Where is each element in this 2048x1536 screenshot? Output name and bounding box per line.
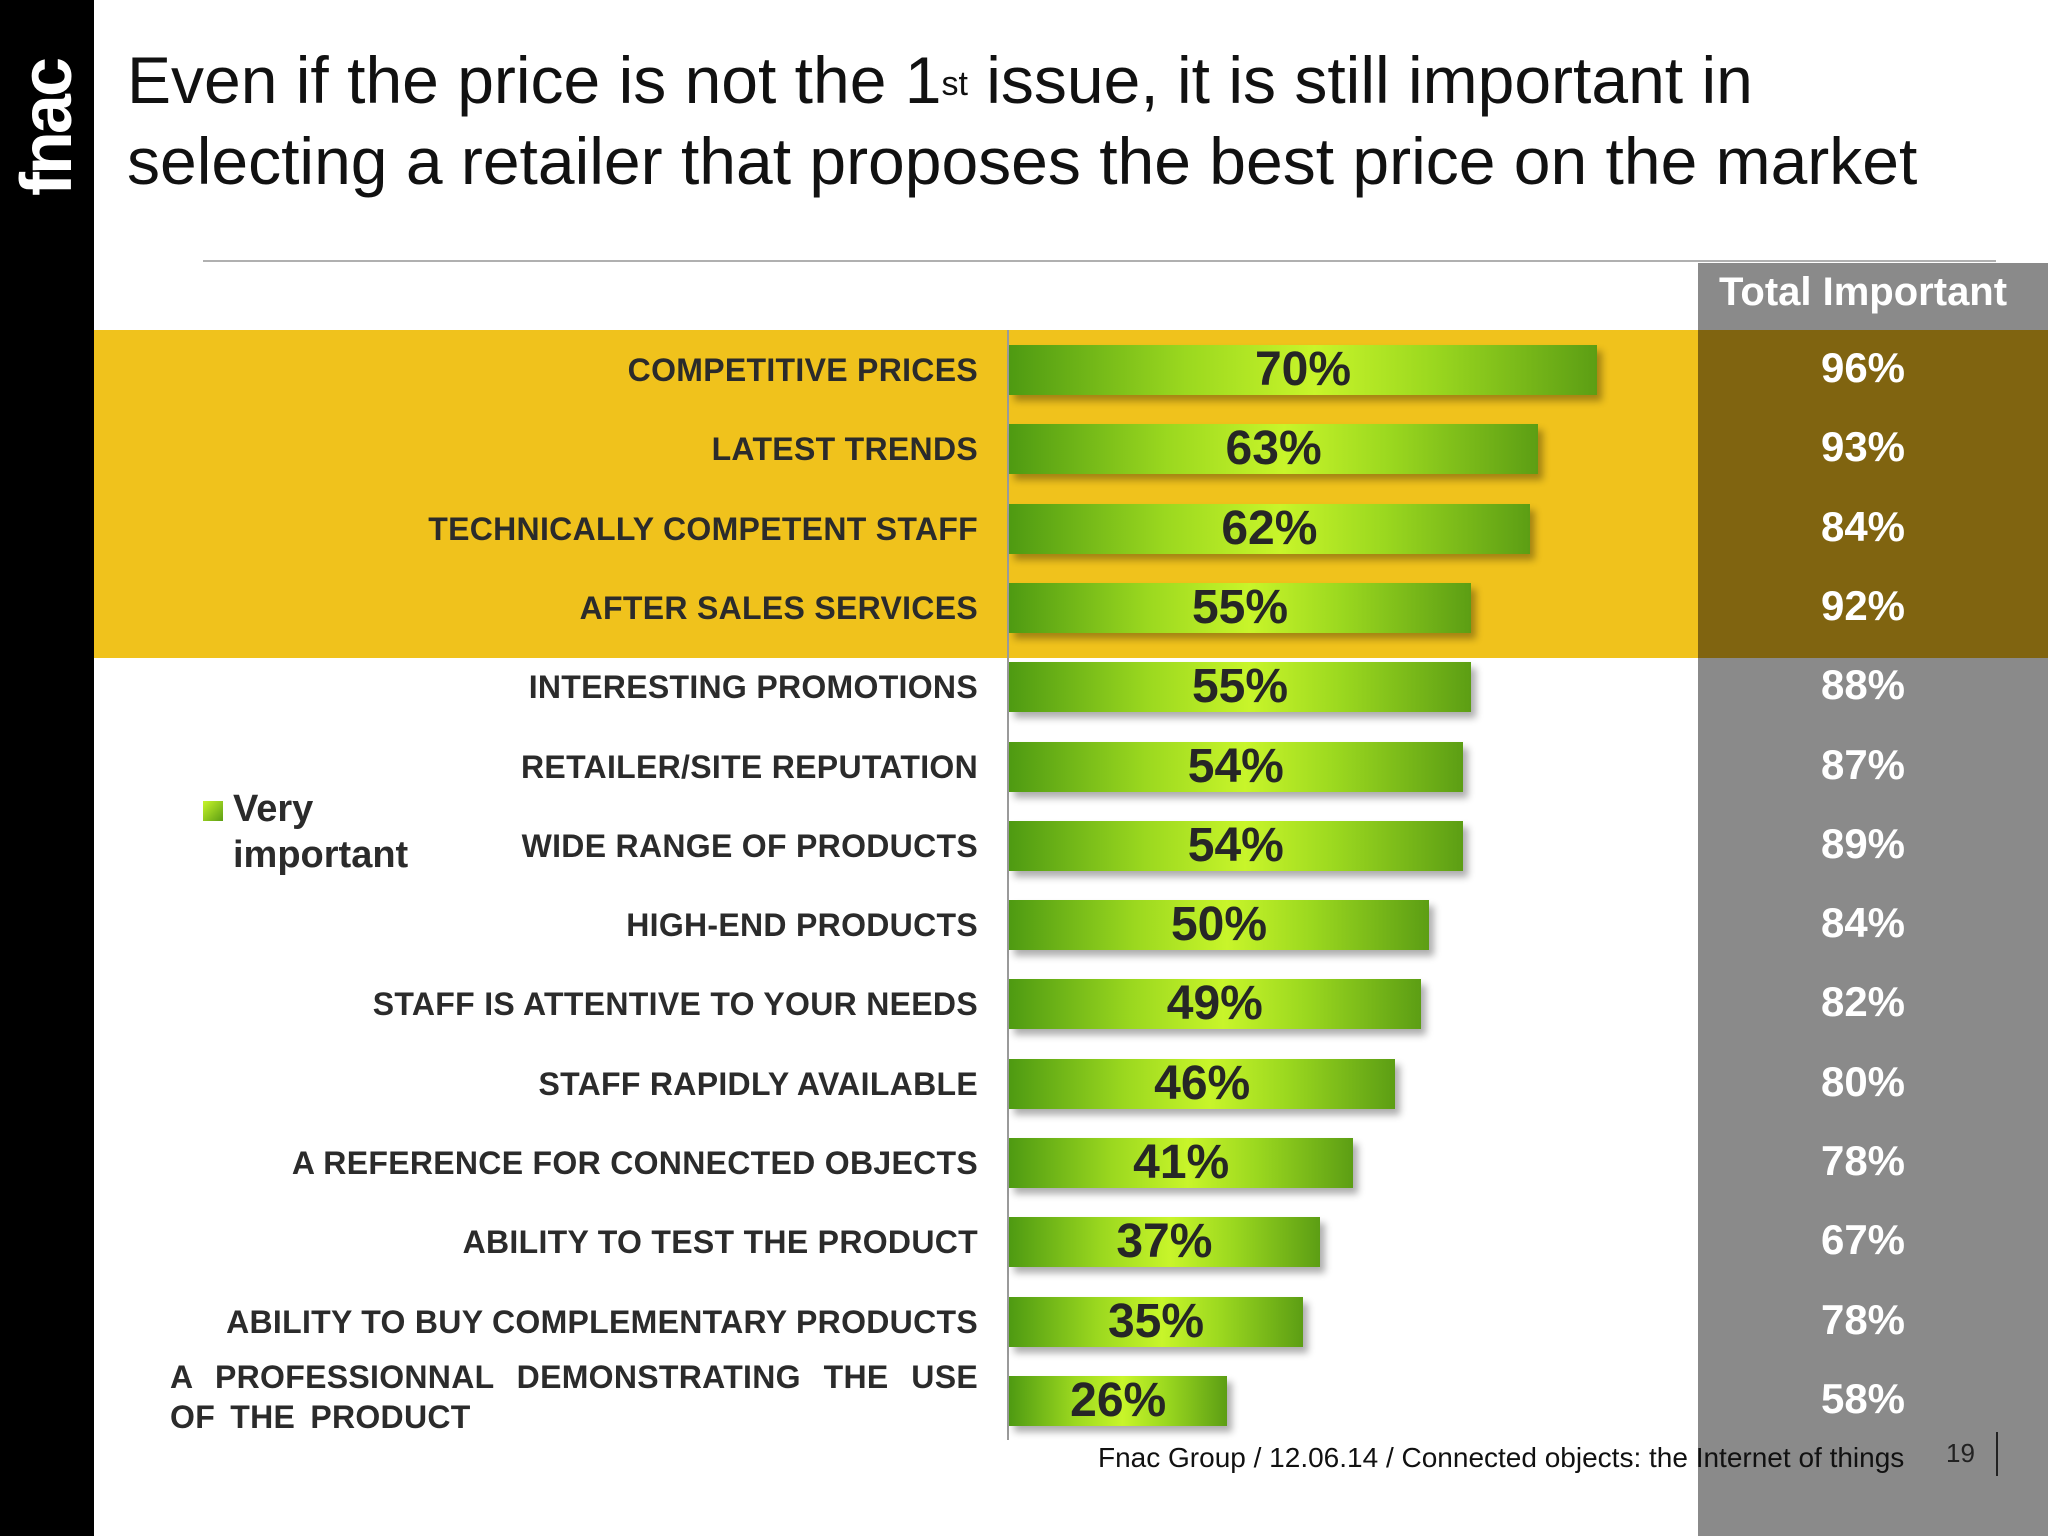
bar-value-label: 35% [1107, 1294, 1205, 1348]
legend-swatch [203, 801, 223, 821]
category-label: INTERESTING PROMOTIONS [528, 669, 978, 706]
bar-value-label: 26% [1070, 1373, 1167, 1427]
bar: 55% [1009, 660, 1471, 714]
bar-value-label: 54% [1187, 739, 1284, 793]
bar: 46% [1009, 1056, 1396, 1110]
title-superscript: st [941, 65, 968, 103]
bar: 62% [1009, 501, 1530, 555]
bar-value-label: 54% [1187, 818, 1284, 872]
category-label: LATEST TRENDS [711, 431, 978, 468]
total-important-value: 58% [1820, 1374, 1906, 1422]
total-important-value: 89% [1820, 819, 1906, 867]
category-label: HIGH-END PRODUCTS [626, 907, 978, 944]
page-title: Even if the price is not the 1st issue, … [127, 40, 2007, 202]
category-label: ABILITY TO BUY COMPLEMENTARY PRODUCTS [226, 1303, 978, 1340]
bar-value-label: 46% [1154, 1056, 1251, 1110]
bar-value-label: 49% [1166, 977, 1263, 1031]
total-important-value: 82% [1820, 978, 1906, 1026]
total-important-value: 93% [1820, 423, 1906, 471]
fnac-logo: fnac [7, 59, 87, 197]
bar-value-label: 70% [1254, 343, 1352, 396]
total-important-value: 88% [1820, 661, 1906, 709]
category-label: STAFF IS ATTENTIVE TO YOUR NEEDS [372, 986, 978, 1023]
category-label: ABILITY TO TEST THE PRODUCT [462, 1224, 978, 1261]
total-important-value: 96% [1820, 344, 1906, 391]
legend-label: Very important [233, 788, 409, 876]
category-label: AFTER SALES SERVICES [579, 589, 978, 626]
bar: 41% [1009, 1136, 1354, 1189]
bar: 55% [1009, 580, 1471, 634]
chart-axis-line [1007, 330, 1009, 1440]
category-label: WIDE RANGE OF PRODUCTS [521, 827, 978, 864]
total-important-value: 84% [1820, 899, 1906, 947]
category-label: COMPETITIVE PRICES [627, 352, 978, 388]
bar: 37% [1009, 1215, 1320, 1269]
bar: 63% [1009, 422, 1539, 476]
bar: 35% [1009, 1294, 1303, 1348]
bar: 70% [1009, 343, 1597, 396]
category-label: A PROFESSIONNAL DEMONSTRATING THE USE OF… [170, 1358, 978, 1435]
total-important-highlight [1698, 330, 2048, 658]
bar: 49% [1009, 977, 1421, 1031]
bar-value-label: 62% [1221, 501, 1318, 555]
category-label: TECHNICALLY COMPETENT STAFF [428, 510, 978, 547]
total-important-value: 84% [1820, 502, 1906, 550]
bar-value-label: 37% [1116, 1215, 1213, 1269]
bar: 50% [1009, 898, 1429, 952]
total-important-value: 92% [1820, 581, 1906, 629]
category-label: STAFF RAPIDLY AVAILABLE [538, 1065, 978, 1102]
total-important-value: 67% [1820, 1216, 1906, 1264]
title-part-1: Even if the price is not the 1 [127, 43, 942, 117]
bar-value-label: 55% [1191, 580, 1289, 634]
bar-value-label: 63% [1225, 422, 1322, 476]
total-important-value: 80% [1820, 1057, 1906, 1105]
bar-value-label: 41% [1133, 1136, 1230, 1189]
category-label: RETAILER/SITE REPUTATION [521, 748, 978, 785]
page-number: 19 [1946, 1438, 1975, 1468]
category-label: A REFERENCE FOR CONNECTED OBJECTS [291, 1145, 978, 1181]
total-important-header: Total Important [1718, 270, 2008, 314]
footer-text: Fnac Group / 12.06.14 / Connected object… [1098, 1442, 1905, 1473]
total-important-value: 78% [1820, 1295, 1906, 1343]
total-important-value: 78% [1820, 1137, 1906, 1184]
title-divider [203, 260, 1996, 262]
bar: 26% [1009, 1373, 1228, 1427]
sidebar: fnac [0, 0, 94, 1536]
bar: 54% [1009, 739, 1463, 793]
bar-value-label: 55% [1191, 660, 1289, 714]
bar-value-label: 50% [1170, 898, 1268, 952]
total-important-value: 87% [1820, 740, 1906, 788]
page-number-divider [1996, 1432, 1998, 1476]
bar: 54% [1009, 818, 1463, 872]
title-part-2: issue, it is still important in selectin… [127, 43, 1918, 198]
